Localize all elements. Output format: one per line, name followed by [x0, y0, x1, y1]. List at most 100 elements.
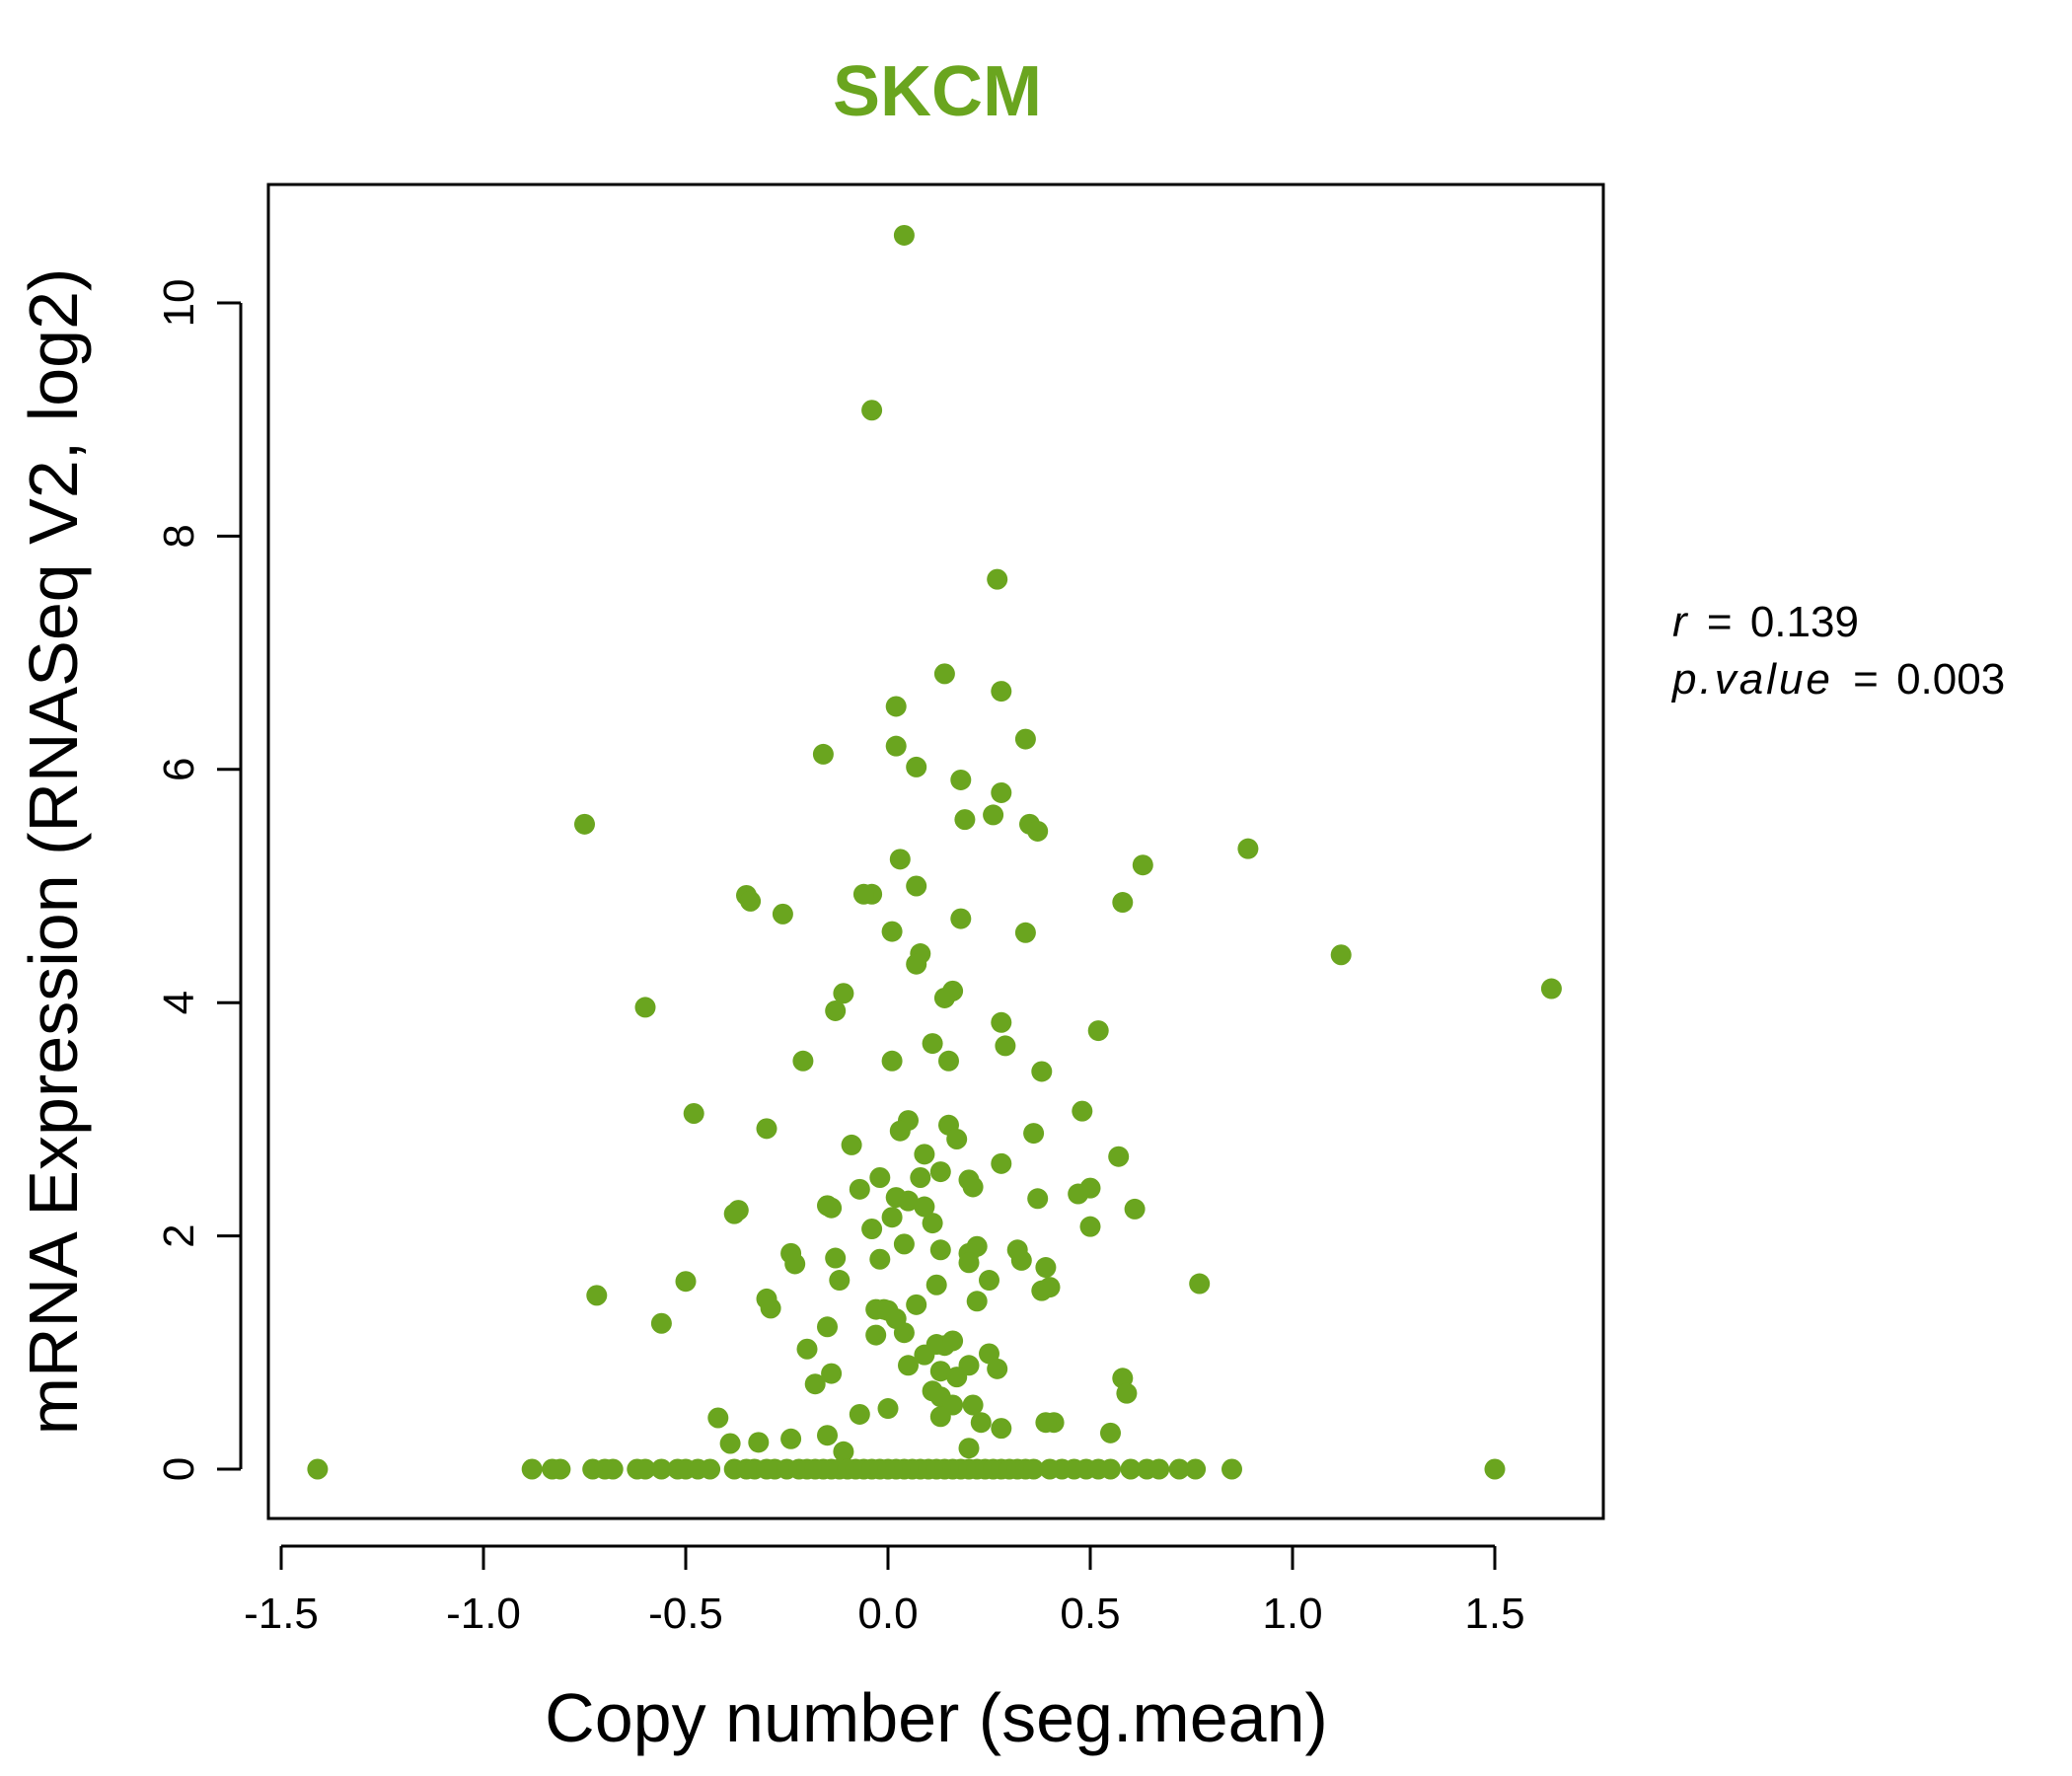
data-point: [1010, 1249, 1032, 1271]
data-point: [906, 875, 927, 897]
data-point: [893, 1233, 915, 1255]
data-point: [1027, 820, 1049, 842]
data-point: [922, 1213, 943, 1234]
plot-frame: [266, 183, 1605, 1520]
data-point: [979, 1343, 999, 1365]
data-point: [825, 1247, 847, 1269]
x-tick-label: 1.0: [1262, 1590, 1322, 1638]
data-point: [914, 1196, 935, 1218]
data-point: [756, 1118, 777, 1140]
data-point: [925, 1274, 947, 1295]
data-point: [885, 735, 907, 757]
data-point: [898, 1190, 919, 1212]
x-axis: -1.5 -1.0 -0.5 0.0 0.5 1.0 1.5: [244, 1544, 1525, 1638]
data-point: [962, 1394, 984, 1416]
x-tick-label: 1.5: [1464, 1590, 1524, 1638]
data-point: [910, 1167, 931, 1188]
r-statistic: r = 0.139: [1672, 598, 1859, 646]
data-point: [817, 1195, 838, 1217]
data-point: [966, 1291, 988, 1312]
data-point: [983, 804, 1004, 826]
y-tick-label: 6: [155, 758, 203, 781]
data-point: [958, 1438, 980, 1459]
data-point: [861, 1219, 883, 1240]
p-value-statistic: p.value = 0.003: [1670, 655, 2005, 703]
data-point: [634, 1458, 656, 1480]
data-point: [1116, 1382, 1138, 1404]
data-point: [1035, 1412, 1057, 1434]
data-point: [877, 1398, 899, 1420]
y-axis-label: mRNA Expression (RNASeq V2, log2): [15, 268, 92, 1436]
data-point: [1168, 1458, 1190, 1480]
data-point: [586, 1285, 608, 1306]
data-point: [898, 1355, 919, 1376]
data-point: [881, 921, 903, 942]
data-point: [1237, 838, 1259, 859]
x-axis-label: Copy number (seg.mean): [545, 1679, 1328, 1756]
data-point: [914, 1144, 935, 1165]
data-point: [946, 1128, 968, 1149]
data-point: [760, 1297, 781, 1319]
data-point: [602, 1458, 624, 1480]
data-point: [1079, 1177, 1101, 1199]
data-point: [958, 1252, 980, 1274]
data-point: [849, 1403, 870, 1425]
data-point: [1124, 1198, 1146, 1220]
data-point: [946, 1367, 968, 1388]
data-point: [1014, 922, 1036, 943]
data-point: [707, 1407, 729, 1429]
data-point: [881, 1207, 903, 1228]
data-point: [1031, 1061, 1053, 1082]
data-point: [829, 1270, 851, 1292]
data-point: [893, 1322, 915, 1344]
data-point: [991, 1011, 1012, 1033]
y-tick-label: 0: [155, 1457, 203, 1481]
data-point: [987, 568, 1008, 590]
data-point: [821, 1363, 843, 1384]
data-point: [1031, 1280, 1053, 1301]
data-point: [906, 1294, 927, 1315]
data-point: [929, 1239, 951, 1261]
data-point: [650, 1312, 672, 1334]
data-point: [929, 1161, 951, 1183]
data-point: [869, 1167, 891, 1188]
data-point: [740, 890, 762, 912]
data-point: [833, 983, 854, 1004]
x-tick-label: -0.5: [648, 1590, 723, 1638]
data-point: [991, 1418, 1012, 1440]
chart-title: SKCM: [833, 52, 1042, 131]
y-tick-label: 10: [155, 279, 203, 328]
data-point: [772, 903, 793, 925]
data-point: [804, 1373, 826, 1395]
data-point: [1189, 1273, 1211, 1295]
data-point: [1112, 892, 1134, 914]
data-point: [987, 1358, 1008, 1379]
data-point: [1185, 1458, 1207, 1480]
y-axis: 0 2 4 6 8 10: [155, 279, 243, 1481]
data-point: [893, 224, 915, 246]
data-point: [938, 1050, 959, 1072]
data-point: [719, 1433, 741, 1454]
x-tick-label: 0.0: [857, 1590, 918, 1638]
data-point: [1087, 1020, 1109, 1042]
data-point: [521, 1458, 543, 1480]
data-point: [991, 781, 1012, 803]
data-point: [634, 997, 656, 1018]
x-tick-label: 0.5: [1060, 1590, 1120, 1638]
data-point: [933, 987, 955, 1008]
data-point: [1540, 978, 1562, 999]
data-point: [991, 681, 1012, 703]
data-point: [1023, 1458, 1045, 1480]
data-point: [700, 1458, 721, 1480]
y-tick-label: 4: [155, 991, 203, 1014]
data-point: [748, 1432, 770, 1453]
x-tick-label: -1.0: [446, 1590, 521, 1638]
data-point: [723, 1203, 745, 1224]
data-point: [1148, 1458, 1170, 1480]
data-point: [1120, 1458, 1142, 1480]
data-point: [889, 1120, 911, 1142]
data-point: [950, 769, 972, 790]
data-point: [929, 1406, 951, 1428]
data-point: [817, 1316, 838, 1338]
